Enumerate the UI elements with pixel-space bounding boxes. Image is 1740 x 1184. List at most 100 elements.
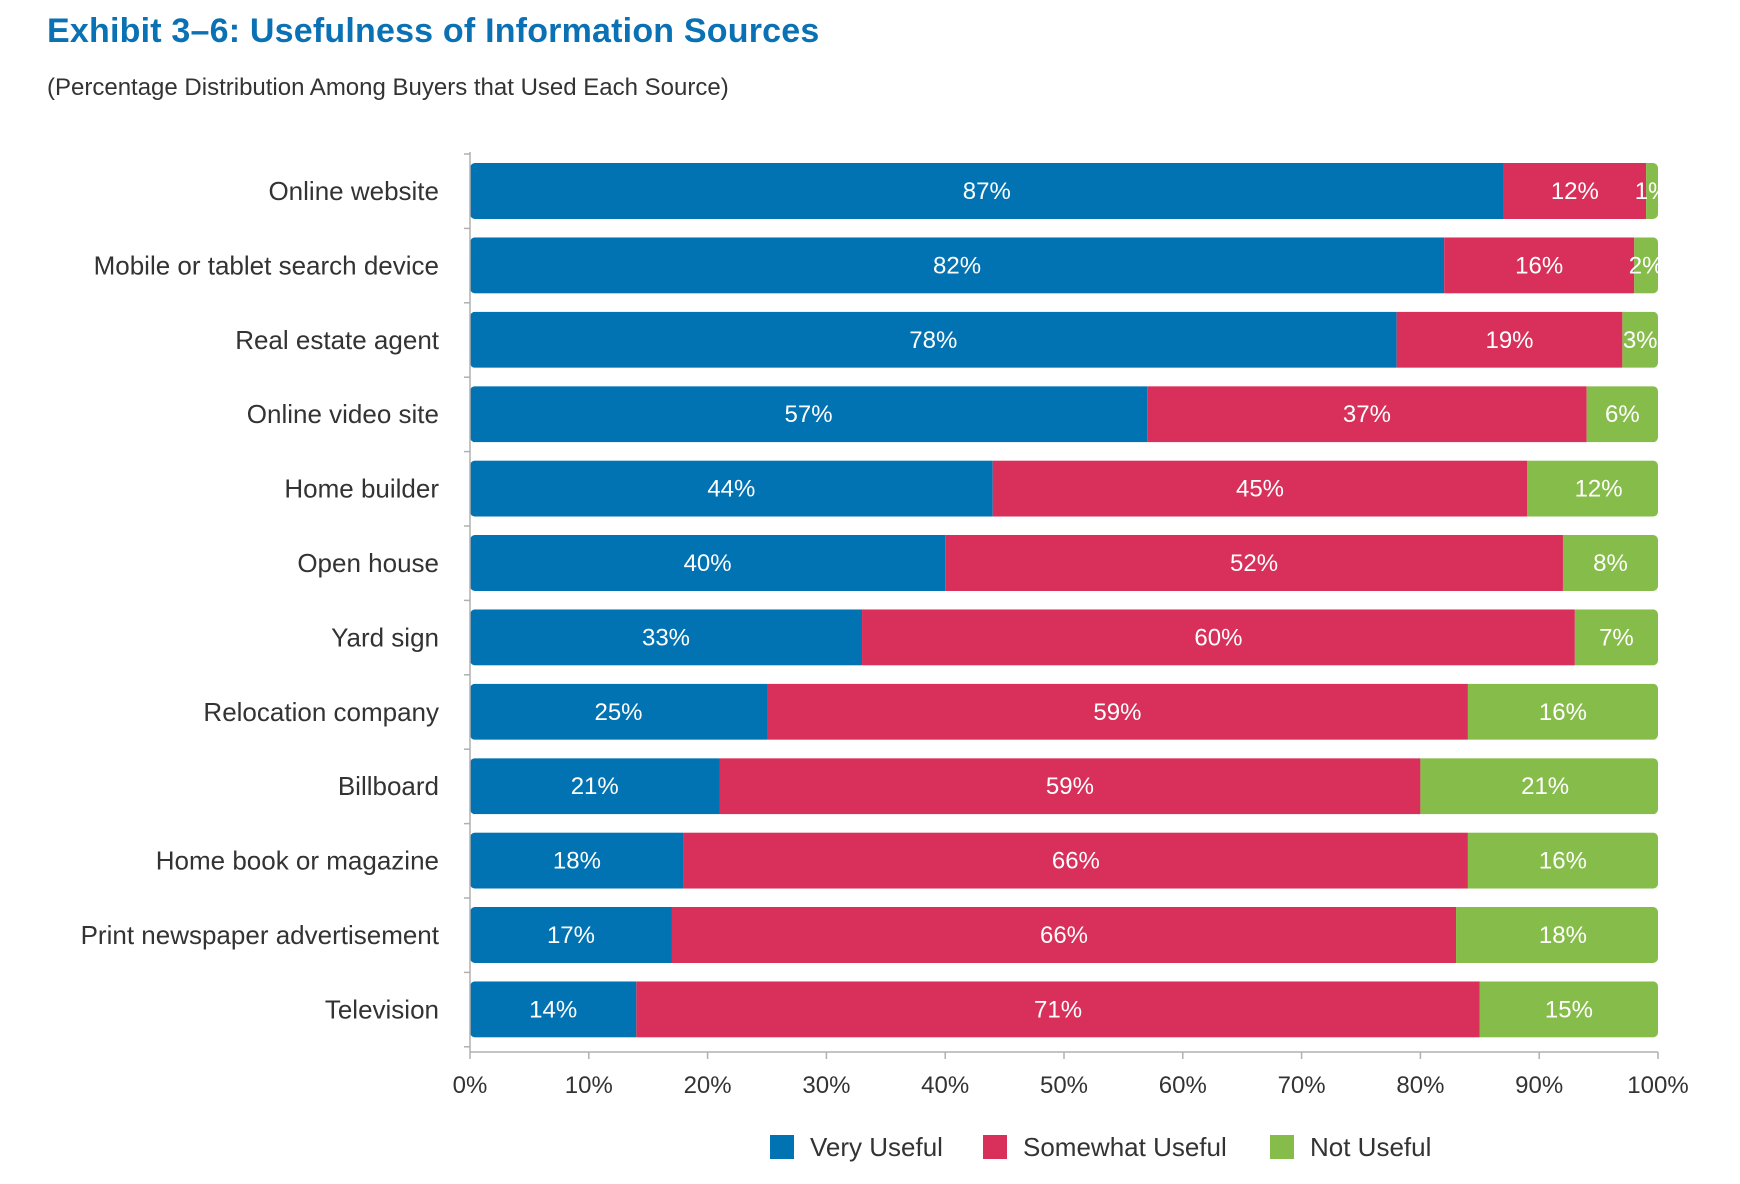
data-label: 60%	[1194, 624, 1242, 651]
data-label: 57%	[785, 401, 833, 428]
bar-row: 40% 52% 8%	[470, 535, 1658, 591]
data-label: 15%	[1545, 996, 1593, 1023]
bar-segment-very-useful	[470, 311, 1397, 368]
bar-row: 87% 12% 1%	[470, 163, 1658, 219]
x-axis: 0% 10% 20% 30% 40% 50% 60% 70% 80% 90% 100%	[453, 152, 1689, 1099]
data-label: 82%	[933, 252, 981, 279]
category-label: Online website	[268, 176, 439, 206]
data-label: 18%	[553, 848, 601, 875]
data-label: 37%	[1343, 401, 1391, 428]
bar-row: 14% 71% 15%	[470, 981, 1658, 1038]
data-label: 33%	[642, 624, 690, 651]
bar-segment-somewhat-useful	[719, 758, 1421, 815]
category-label: Print newspaper advertisement	[81, 920, 440, 950]
x-tick-label: 20%	[684, 1072, 732, 1099]
data-label: 12%	[1575, 476, 1623, 503]
bar-segment-very-useful	[470, 683, 767, 740]
data-label: 45%	[1236, 476, 1284, 503]
category-labels: Online website Mobile or tablet search de…	[81, 176, 440, 1024]
bar-row: 57% 37% 6%	[470, 386, 1658, 443]
bar-segment-somewhat-useful	[1147, 386, 1587, 443]
bar-segment-somewhat-useful	[1444, 237, 1635, 294]
category-label: Home book or magazine	[156, 846, 439, 876]
category-label: Yard sign	[331, 622, 439, 652]
legend-label: Somewhat Useful	[1023, 1132, 1227, 1162]
bar-row: 21% 59% 21%	[470, 758, 1658, 815]
bar-row: 82% 16% 2%	[470, 237, 1664, 294]
chart-subtitle: (Percentage Distribution Among Buyers th…	[47, 74, 729, 101]
bar-segment-very-useful	[470, 535, 946, 591]
bar-segment-somewhat-useful	[683, 832, 1468, 889]
category-label: Open house	[297, 548, 439, 578]
x-tick-label: 80%	[1396, 1072, 1444, 1099]
bar-segment-not-useful	[1420, 758, 1658, 815]
bar-segment-somewhat-useful	[1503, 163, 1647, 219]
data-label: 16%	[1515, 252, 1563, 279]
bars-group: 87% 12% 1% 82% 16% 2% 78% 19% 3% 57% 37% 6% 44% 45% 12…	[470, 163, 1664, 1038]
bar-row: 33% 60% 7%	[470, 609, 1658, 666]
data-label: 14%	[529, 996, 577, 1023]
legend-item-somewhat-useful: Somewhat Useful	[983, 1132, 1227, 1162]
bar-segment-very-useful	[470, 981, 637, 1038]
bar-segment-not-useful	[1467, 832, 1658, 889]
bar-row: 78% 19% 3%	[470, 311, 1658, 368]
data-label: 19%	[1485, 327, 1533, 354]
data-label: 66%	[1040, 922, 1088, 949]
bar-segment-very-useful	[470, 609, 863, 666]
legend-swatch	[770, 1135, 794, 1159]
bar-row: 17% 66% 18%	[470, 907, 1658, 963]
x-tick-label: 50%	[1040, 1072, 1088, 1099]
data-label: 8%	[1593, 550, 1628, 577]
bar-segment-not-useful	[1479, 981, 1658, 1038]
data-label: 59%	[1046, 773, 1094, 800]
data-label: 78%	[909, 327, 957, 354]
bar-segment-not-useful	[1574, 609, 1658, 666]
bar-segment-not-useful	[1527, 460, 1658, 517]
bar-segment-very-useful	[470, 832, 684, 889]
data-label: 6%	[1605, 401, 1640, 428]
bar-segment-not-useful	[1634, 237, 1658, 294]
x-tick-label: 70%	[1278, 1072, 1326, 1099]
bar-segment-not-useful	[1456, 907, 1658, 963]
x-tick-label: 10%	[565, 1072, 613, 1099]
data-label: 2%	[1629, 252, 1664, 279]
chart-title: Exhibit 3–6: Usefulness of Information S…	[47, 12, 820, 50]
category-label: Relocation company	[203, 697, 439, 727]
bar-row: 18% 66% 16%	[470, 832, 1658, 889]
bar-segment-very-useful	[470, 460, 993, 517]
legend-swatch	[983, 1135, 1007, 1159]
bar-segment-somewhat-useful	[636, 981, 1480, 1038]
x-tick-label: 40%	[921, 1072, 969, 1099]
category-label: Television	[325, 994, 439, 1024]
data-label: 21%	[1521, 773, 1569, 800]
data-label: 21%	[571, 773, 619, 800]
bar-segment-somewhat-useful	[992, 460, 1528, 517]
data-label: 44%	[707, 476, 755, 503]
x-tick-label: 90%	[1515, 1072, 1563, 1099]
data-label: 40%	[684, 550, 732, 577]
bar-row: 44% 45% 12%	[470, 460, 1658, 517]
data-label: 16%	[1539, 699, 1587, 726]
bar-segment-not-useful	[1646, 163, 1658, 219]
x-tick-label: 0%	[453, 1072, 488, 1099]
bar-segment-somewhat-useful	[767, 683, 1468, 740]
category-label: Real estate agent	[235, 325, 440, 355]
x-tick-label: 30%	[802, 1072, 850, 1099]
bar-segment-not-useful	[1586, 386, 1658, 443]
data-label: 71%	[1034, 996, 1082, 1023]
bar-segment-very-useful	[470, 907, 672, 963]
bar-segment-not-useful	[1562, 535, 1658, 591]
legend-item-not-useful: Not Useful	[1270, 1132, 1431, 1162]
data-label: 7%	[1599, 624, 1634, 651]
data-label: 16%	[1539, 848, 1587, 875]
bar-segment-somewhat-useful	[945, 535, 1563, 591]
bar-segment-very-useful	[470, 163, 1504, 219]
category-label: Home builder	[284, 474, 439, 504]
bar-segment-somewhat-useful	[1396, 311, 1623, 368]
x-tick-label: 100%	[1627, 1072, 1688, 1099]
data-label: 52%	[1230, 550, 1278, 577]
bar-segment-somewhat-useful	[671, 907, 1457, 963]
legend-label: Not Useful	[1310, 1132, 1431, 1162]
data-label: 3%	[1623, 327, 1658, 354]
